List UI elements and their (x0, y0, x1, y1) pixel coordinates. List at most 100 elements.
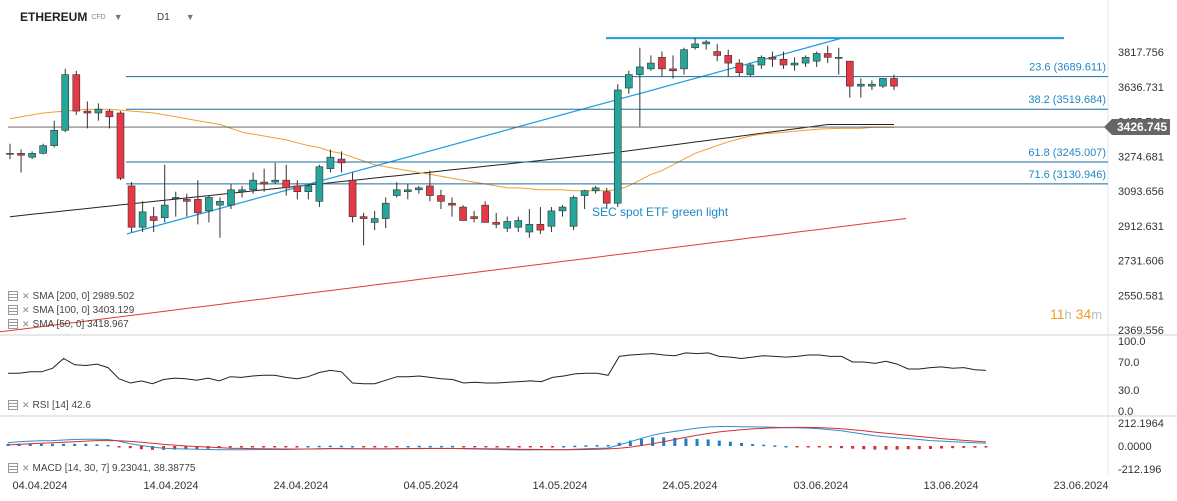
candle-body (437, 195, 445, 202)
settings-icon[interactable] (8, 400, 18, 410)
settings-icon[interactable] (8, 319, 18, 329)
macd-histogram-bar (295, 446, 299, 448)
symbol-name: ETHEREUM (20, 10, 88, 24)
countdown-hours: 11 (1050, 306, 1065, 322)
macd-histogram-bar (928, 446, 932, 450)
macd-line (7, 426, 987, 451)
macd-histogram-bar (617, 442, 621, 446)
symbol-selector[interactable]: ETHEREUM CFD ▼ (20, 8, 123, 26)
macd-histogram-bar (428, 445, 432, 448)
macd-histogram-bar (150, 446, 154, 450)
macd-histogram-bar (684, 438, 688, 446)
candle-body (183, 199, 191, 202)
macd-histogram-bar (117, 446, 121, 448)
macd-histogram-bar (762, 444, 766, 447)
macd-histogram-bar (651, 437, 655, 446)
macd-signal-line (7, 426, 987, 451)
candle-body (282, 179, 291, 189)
price-tick-label: 2731.606 (1118, 256, 1164, 268)
macd-histogram-bar (573, 445, 577, 448)
fib-level-label: 61.8 (3245.007) (1028, 147, 1106, 159)
macd-histogram-bar (695, 438, 699, 446)
macd-histogram-bar (517, 446, 521, 448)
macd-histogram-bar (417, 445, 421, 448)
timeframe-label: D1 (157, 11, 170, 23)
candle-body (857, 83, 865, 87)
candle-body (94, 108, 103, 114)
candle-body (216, 200, 224, 206)
close-icon[interactable]: ✕ (22, 290, 30, 301)
candle-body (591, 187, 600, 192)
chevron-down-icon: ▼ (185, 12, 195, 22)
candle-body (801, 57, 810, 64)
macd-histogram-bar (217, 446, 221, 449)
candle-body (569, 197, 578, 227)
candle-body (879, 78, 887, 87)
macd-histogram-bar (95, 444, 99, 446)
close-icon[interactable]: ✕ (22, 304, 30, 315)
candle-body (381, 202, 390, 219)
macd-histogram-bar (895, 446, 899, 450)
macd-legend-text: MACD [14, 30, 7] 9.23041, 38.38775 (32, 462, 196, 474)
macd-histogram-bar (17, 443, 21, 446)
candle-body (348, 179, 357, 217)
fib-level-label: 38.2 (3519.684) (1028, 94, 1106, 106)
candle-body (890, 78, 898, 87)
candle-body (415, 187, 423, 191)
timeframe-selector[interactable]: D1 ▼ (157, 8, 195, 26)
macd-histogram-bar (717, 440, 721, 446)
macd-histogram-bar (751, 444, 755, 446)
candle-body (17, 153, 25, 156)
candle-body (160, 204, 169, 218)
macd-histogram-bar (228, 446, 232, 448)
candle-body (768, 57, 777, 60)
candle-body (470, 216, 478, 219)
candle-body (580, 190, 589, 196)
close-icon[interactable]: ✕ (22, 399, 30, 410)
candle-body (735, 62, 744, 73)
candle-body (757, 57, 766, 66)
macd-histogram-bar (562, 446, 566, 448)
candle-body (6, 153, 14, 155)
date-tick-label: 03.06.2024 (793, 480, 848, 492)
candle-body (304, 185, 313, 193)
settings-icon[interactable] (8, 291, 18, 301)
candle-body (260, 181, 268, 185)
sma100-legend-text: SMA [100, 0] 3403.129 (32, 304, 135, 316)
macd-histogram-bar (495, 446, 499, 448)
candle-body (315, 166, 324, 202)
macd-histogram-bar (595, 445, 599, 447)
settings-icon[interactable] (8, 305, 18, 315)
candle-body (426, 185, 434, 196)
date-tick-label: 23.06.2024 (1053, 480, 1108, 492)
price-tick-label: 3093.656 (1118, 186, 1164, 198)
candle-body (746, 64, 755, 75)
fib-level-label: 23.6 (3689.611) (1029, 62, 1106, 74)
settings-icon[interactable] (8, 463, 18, 473)
price-tick-label: 2912.631 (1118, 221, 1164, 233)
sma200-legend[interactable]: ✕ SMA [200, 0] 2989.502 (8, 290, 134, 302)
rsi-legend[interactable]: ✕ RSI [14] 42.6 (8, 399, 91, 411)
macd-histogram-bar (817, 446, 821, 448)
macd-histogram-bar (884, 446, 888, 450)
macd-histogram-bar (262, 446, 266, 448)
macd-histogram-bar (106, 444, 110, 447)
macd-histogram-bar (6, 443, 10, 446)
macd-histogram-bar (806, 446, 810, 448)
macd-histogram-bar (451, 445, 455, 448)
sma50-legend[interactable]: ✕ SMA [50, 0] 3418.967 (8, 318, 129, 330)
candle-body (790, 62, 799, 66)
macd-histogram-bar (873, 446, 877, 450)
candle-body (724, 55, 733, 64)
rsi-line (8, 352, 987, 385)
close-icon[interactable]: ✕ (22, 462, 30, 473)
macd-histogram-bar (139, 446, 143, 450)
candle-body (845, 60, 854, 87)
candle-body (459, 206, 467, 221)
close-icon[interactable]: ✕ (22, 318, 30, 329)
macd-legend[interactable]: ✕ MACD [14, 30, 7] 9.23041, 38.38775 (8, 462, 195, 474)
sma100-legend[interactable]: ✕ SMA [100, 0] 3403.129 (8, 304, 134, 316)
macd-histogram-bar (128, 446, 132, 449)
macd-histogram-bar (728, 441, 732, 446)
